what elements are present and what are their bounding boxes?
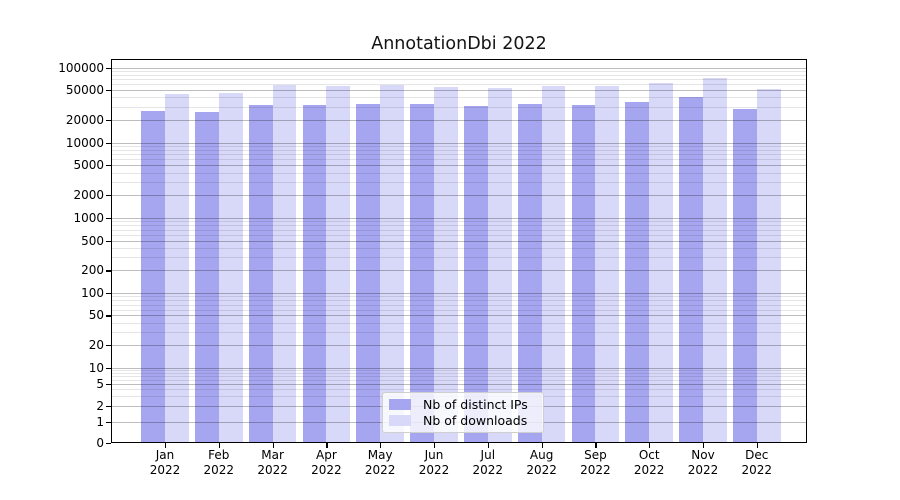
x-tick-mark [487, 443, 489, 448]
y-tick-mark [106, 405, 111, 407]
bar-downloads-jul [487, 87, 512, 443]
x-tick-mark [434, 443, 436, 448]
bar-downloads-dec [756, 89, 781, 443]
bar-distinct-ips-sep [571, 105, 596, 443]
y-tick-mark [106, 142, 111, 144]
x-tick-mark [703, 443, 705, 448]
bar-distinct-ips-mar [248, 105, 273, 443]
y-tick-mark [106, 345, 111, 347]
y-tick-mark [106, 67, 111, 69]
y-tick-mark [106, 218, 111, 220]
y-tick-label: 1 [96, 415, 104, 429]
bar-distinct-ips-jul [464, 105, 488, 443]
y-tick-mark [106, 383, 111, 386]
bar-downloads-feb [218, 93, 243, 443]
y-tick-mark [106, 315, 111, 317]
y-tick-label: 5000 [73, 158, 104, 173]
bar-distinct-ips-dec [733, 108, 757, 443]
bar-distinct-ips-oct [625, 101, 650, 443]
y-tick-label: 20000 [65, 112, 104, 127]
x-tick-label: Mar 2022 [257, 448, 288, 477]
x-tick-mark [326, 443, 328, 448]
x-tick-mark [649, 443, 651, 448]
y-tick-label: 10 [88, 360, 104, 375]
bar-downloads-apr [326, 86, 351, 443]
x-tick-label: Jul 2022 [472, 448, 504, 477]
y-tick-label: 20 [88, 338, 104, 353]
bars-layer [111, 59, 807, 443]
x-tick-mark [380, 443, 382, 448]
y-tick-label: 100 [81, 286, 104, 300]
y-tick-mark [106, 443, 111, 445]
y-tick-mark [106, 422, 111, 424]
x-tick-mark [595, 443, 597, 448]
x-tick-mark [541, 443, 543, 448]
x-tick-label: Sep 2022 [580, 448, 611, 477]
legend-item-distinct-ips: Nb of distinct IPs [389, 397, 537, 412]
x-tick-label: Apr 2022 [311, 448, 342, 477]
x-tick-mark [272, 443, 274, 448]
bar-distinct-ips-feb [195, 112, 219, 443]
bar-downloads-oct [649, 82, 673, 443]
x-tick-mark [165, 443, 167, 448]
y-tick-label: 200 [81, 263, 104, 278]
y-tick-mark [106, 293, 111, 295]
legend-swatch-distinct-ips [389, 399, 411, 410]
y-tick-label: 10000 [65, 135, 104, 150]
bar-distinct-ips-aug [517, 104, 542, 443]
y-tick-label: 50 [88, 308, 104, 323]
legend-swatch-downloads [389, 415, 411, 426]
bar-downloads-sep [595, 85, 620, 443]
y-tick-label: 2000 [73, 188, 104, 203]
legend: Nb of distinct IPs Nb of downloads [382, 392, 544, 433]
y-tick-label: 0 [96, 436, 104, 450]
x-tick-label: May 2022 [364, 448, 396, 477]
bar-distinct-ips-jan [141, 111, 165, 443]
x-tick-label: Jun 2022 [418, 448, 450, 477]
bar-distinct-ips-nov [679, 97, 703, 443]
bar-downloads-nov [703, 77, 727, 443]
x-tick-label: Aug 2022 [526, 448, 557, 477]
bar-distinct-ips-jun [410, 104, 434, 443]
bar-downloads-mar [272, 84, 297, 443]
y-tick-mark [106, 195, 111, 197]
y-tick-label: 1000 [73, 211, 104, 225]
x-tick-label: Nov 2022 [687, 448, 719, 477]
bar-distinct-ips-may [356, 103, 381, 443]
x-tick-label: Oct 2022 [633, 448, 665, 477]
legend-item-downloads: Nb of downloads [389, 413, 537, 428]
x-tick-label: Dec 2022 [741, 448, 773, 477]
y-tick-label: 50000 [65, 83, 104, 98]
bar-downloads-jun [434, 86, 458, 443]
x-tick-label: Feb 2022 [203, 448, 235, 477]
bar-downloads-aug [541, 85, 566, 443]
plot-area [111, 59, 807, 443]
y-tick-label: 500 [81, 233, 104, 248]
y-tick-mark [106, 119, 111, 122]
y-tick-label: 100000 [58, 60, 104, 75]
x-tick-label: Jan 2022 [149, 448, 181, 477]
x-tick-mark [218, 443, 220, 448]
y-tick-mark [106, 240, 111, 242]
bar-downloads-may [380, 85, 404, 443]
y-tick-label: 5 [96, 376, 104, 391]
bar-downloads-jan [165, 93, 189, 443]
y-tick-label: 2 [96, 398, 104, 413]
y-tick-mark [106, 270, 111, 272]
chart-title: AnnotationDbi 2022 [371, 34, 547, 54]
y-tick-mark [106, 165, 111, 167]
x-tick-mark [756, 443, 758, 448]
bar-distinct-ips-apr [302, 104, 327, 443]
legend-label-downloads: Nb of downloads [423, 413, 528, 428]
y-tick-mark [106, 90, 111, 92]
y-tick-mark [106, 367, 111, 369]
legend-label-distinct-ips: Nb of distinct IPs [423, 397, 528, 412]
